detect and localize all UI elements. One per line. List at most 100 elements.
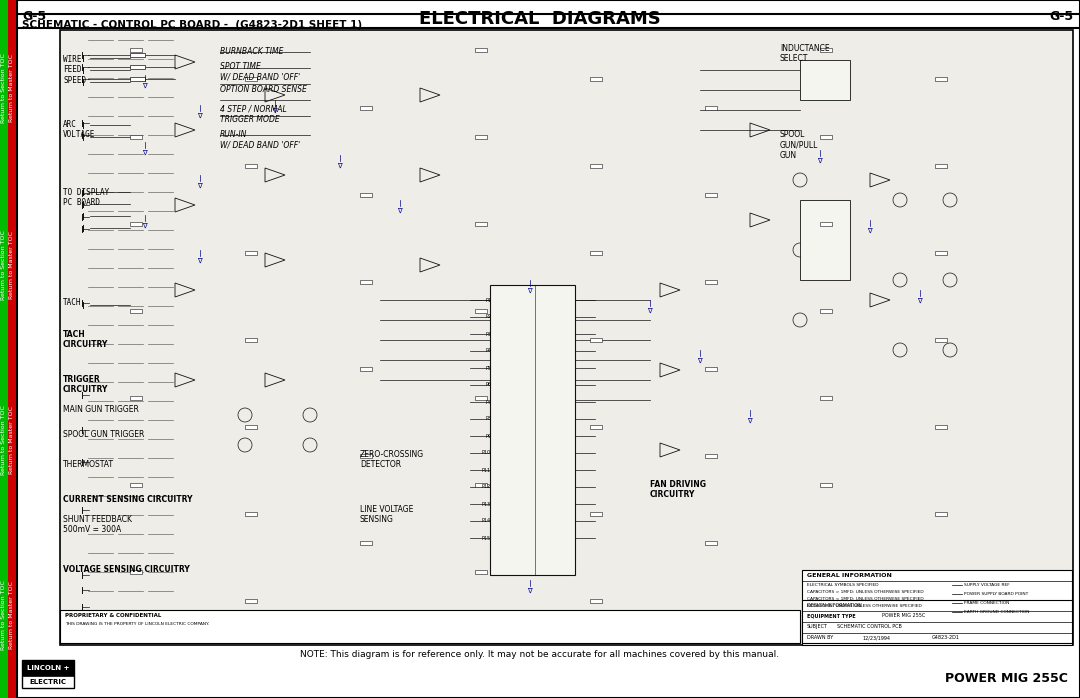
Text: P12: P12 [482, 484, 491, 489]
Text: SPOT TIME
W/ DEAD BAND 'OFF': SPOT TIME W/ DEAD BAND 'OFF' [220, 62, 300, 82]
Text: THERMOSTAT: THERMOSTAT [63, 460, 114, 469]
Text: $\nabla$: $\nabla$ [746, 417, 754, 425]
Bar [935, 338, 947, 342]
Text: VOLTAGE SENSING CIRCUITRY: VOLTAGE SENSING CIRCUITRY [63, 565, 190, 574]
Text: RESISTORS : UNLESS UNLESS OTHERWISE SPECIFIED: RESISTORS : UNLESS UNLESS OTHERWISE SPEC… [807, 604, 921, 608]
Text: P8: P8 [485, 417, 491, 422]
Bar [490, 285, 575, 575]
Bar [935, 425, 947, 429]
Text: POWER MIG 255C: POWER MIG 255C [882, 613, 926, 618]
Bar [0, 0, 8, 698]
Text: P15: P15 [482, 535, 491, 540]
Text: Return to Master TOC: Return to Master TOC [10, 581, 14, 649]
Text: BURNBACK TIME: BURNBACK TIME [220, 47, 283, 56]
Text: CURRENT SENSING CIRCUITRY: CURRENT SENSING CIRCUITRY [63, 495, 192, 504]
Text: P14: P14 [482, 519, 491, 524]
Bar [475, 48, 487, 52]
Text: ARC
VOLTAGE: ARC VOLTAGE [63, 120, 95, 140]
Text: POWER MIG 255C: POWER MIG 255C [945, 672, 1068, 685]
Bar [130, 77, 145, 81]
Text: SUBJECT: SUBJECT [807, 624, 828, 629]
Text: CAPACITORS < 1MFD: UNLESS OTHERWISE SPECIFIED: CAPACITORS < 1MFD: UNLESS OTHERWISE SPEC… [807, 597, 923, 601]
Text: $\nabla$: $\nabla$ [272, 107, 279, 115]
Text: ELECTRIC: ELECTRIC [29, 679, 67, 685]
Bar [245, 77, 257, 81]
Text: P7: P7 [485, 399, 491, 405]
Bar [22, 660, 75, 688]
Bar [705, 193, 717, 197]
Text: DRAWN BY: DRAWN BY [807, 635, 834, 640]
Bar [705, 280, 717, 284]
Bar [935, 77, 947, 81]
Bar [475, 135, 487, 139]
Text: DESIGN INFORMATION: DESIGN INFORMATION [807, 603, 862, 608]
Text: LINE VOLTAGE
SENSING: LINE VOLTAGE SENSING [360, 505, 414, 524]
Text: P6: P6 [485, 383, 491, 387]
Bar [22, 660, 75, 676]
Bar [475, 222, 487, 226]
Text: $\nabla$: $\nabla$ [197, 182, 203, 191]
Bar [935, 599, 947, 603]
Bar [60, 610, 800, 643]
Bar [705, 106, 717, 110]
Bar [8, 0, 16, 698]
Text: Return to Master TOC: Return to Master TOC [10, 231, 14, 299]
Bar [590, 77, 602, 81]
Bar [130, 483, 141, 487]
Text: $\nabla$: $\nabla$ [527, 287, 534, 295]
Text: $\nabla$: $\nabla$ [697, 357, 703, 365]
Text: MAIN GUN TRIGGER: MAIN GUN TRIGGER [63, 405, 139, 414]
Text: 4 STEP / NORMAL
TRIGGER MODE: 4 STEP / NORMAL TRIGGER MODE [220, 105, 287, 124]
Text: $\nabla$: $\nabla$ [141, 149, 148, 157]
Text: THIS DRAWING IS THE PROPERTY OF LINCOLN ELECTRIC COMPANY.: THIS DRAWING IS THE PROPERTY OF LINCOLN … [65, 622, 210, 626]
Text: $\nabla$: $\nabla$ [866, 227, 874, 235]
Text: LINCOLN +: LINCOLN + [27, 665, 69, 671]
Text: SCHEMATIC CONTROL PCB: SCHEMATIC CONTROL PCB [837, 624, 902, 629]
Bar [245, 599, 257, 603]
Text: ZERO-CROSSING
DETECTOR: ZERO-CROSSING DETECTOR [360, 450, 424, 469]
Text: PROPRIETARY & CONFIDENTIAL: PROPRIETARY & CONFIDENTIAL [65, 613, 161, 618]
Bar [820, 309, 832, 313]
Text: TO DISPLAY
PC BOARD: TO DISPLAY PC BOARD [63, 188, 109, 207]
Text: INDUCTANCE
SELECT: INDUCTANCE SELECT [780, 44, 829, 64]
Text: WIRE
FEED
SPEED: WIRE FEED SPEED [63, 55, 86, 84]
Bar [935, 512, 947, 516]
Bar [130, 570, 141, 574]
Text: SHUNT FEEDBACK
500mV = 300A: SHUNT FEEDBACK 500mV = 300A [63, 515, 132, 535]
Bar [705, 541, 717, 545]
Text: $\nabla$: $\nabla$ [917, 297, 923, 305]
Text: FAN DRIVING
CIRCUITRY: FAN DRIVING CIRCUITRY [650, 480, 706, 499]
Bar [590, 599, 602, 603]
Bar [820, 135, 832, 139]
Bar [590, 251, 602, 255]
Text: P9: P9 [485, 433, 491, 438]
Bar [935, 164, 947, 168]
Bar [360, 106, 372, 110]
Text: GENERAL INFORMATION: GENERAL INFORMATION [807, 573, 892, 578]
Bar [820, 396, 832, 400]
Text: EQUIPMENT TYPE: EQUIPMENT TYPE [807, 613, 855, 618]
Bar [820, 483, 832, 487]
Text: OPTION BOARD SENSE: OPTION BOARD SENSE [220, 85, 307, 94]
Text: G-5: G-5 [22, 10, 46, 23]
Text: $\nabla$: $\nabla$ [647, 307, 653, 315]
Bar [705, 454, 717, 458]
Bar [130, 309, 141, 313]
Text: P10: P10 [482, 450, 491, 456]
Bar [130, 65, 145, 69]
Text: ELECTRICAL  DIAGRAMS: ELECTRICAL DIAGRAMS [419, 10, 661, 28]
Text: ELECTRICAL SYMBOLS SPECIFIED: ELECTRICAL SYMBOLS SPECIFIED [807, 583, 878, 587]
Text: $\nabla$: $\nabla$ [197, 257, 203, 265]
Text: $\nabla$: $\nabla$ [816, 157, 823, 165]
Bar [60, 30, 1074, 645]
Text: TACH
CIRCUITRY: TACH CIRCUITRY [63, 330, 108, 350]
Bar [475, 483, 487, 487]
Text: NOTE: This diagram is for reference only. It may not be accurate for all machine: NOTE: This diagram is for reference only… [300, 650, 780, 659]
Bar [590, 425, 602, 429]
Bar [820, 222, 832, 226]
Bar [802, 570, 1072, 645]
Bar [130, 396, 141, 400]
Bar [245, 512, 257, 516]
Text: P1: P1 [485, 297, 491, 302]
Bar [130, 53, 145, 57]
